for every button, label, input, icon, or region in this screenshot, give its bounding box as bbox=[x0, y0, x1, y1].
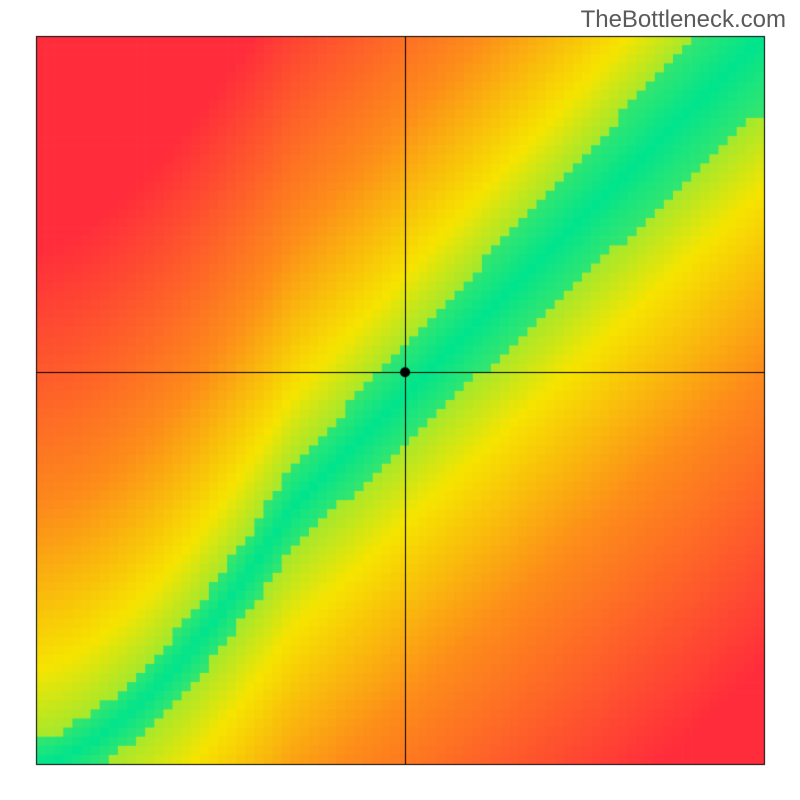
watermark-text: TheBottleneck.com bbox=[581, 6, 786, 34]
chart-container: TheBottleneck.com bbox=[0, 0, 800, 800]
bottleneck-heatmap bbox=[0, 0, 800, 800]
